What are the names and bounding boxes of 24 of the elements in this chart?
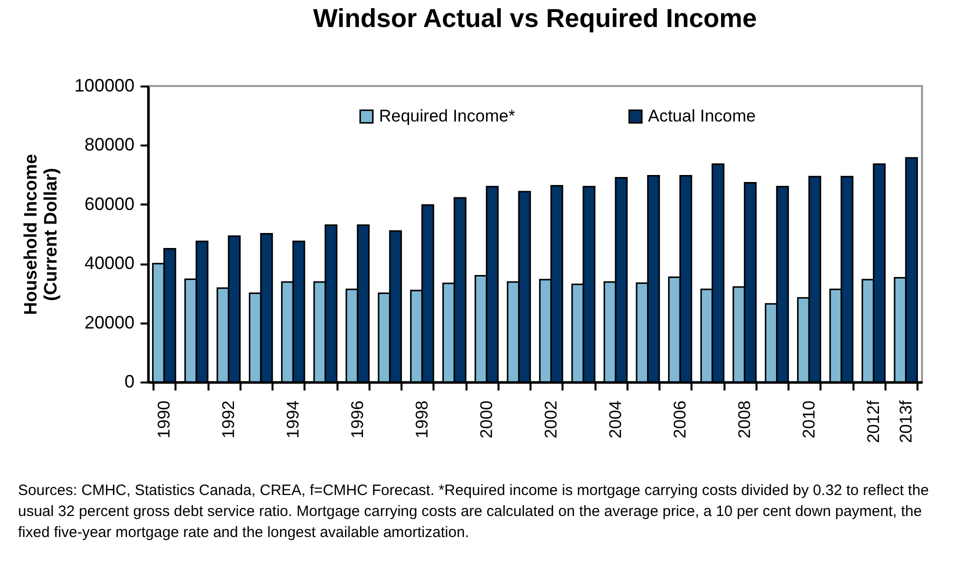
y-tick-label: 100000: [74, 76, 134, 96]
x-tick-label: 1990: [154, 400, 174, 438]
x-tick-label: 1996: [348, 400, 368, 438]
x-tick-label: 2010: [800, 400, 819, 438]
x-tick-label: 2002: [542, 400, 561, 438]
y-tick-label: 20000: [84, 312, 134, 332]
x-tick-label: 1994: [284, 400, 303, 438]
y-tick-label: 40000: [84, 253, 134, 274]
x-tick-label: 1998: [412, 400, 432, 438]
x-tick-label: 2013f: [896, 400, 916, 444]
x-tick-label: 2004: [606, 400, 626, 438]
chart-title: Windsor Actual vs Required Income: [313, 3, 757, 33]
y-axis-title: Household Income (Current Dollar): [20, 154, 60, 316]
y-tick-label: 0: [124, 372, 134, 392]
x-tick-label: 2008: [735, 400, 754, 438]
y-tick-label: 80000: [84, 134, 134, 155]
x-tick-label: 1992: [219, 400, 238, 438]
source-note: Sources: CMHC, Statistics Canada, CREA, f=CMHC Forecast. *Required income is mortgage carrying costs divided by 0.32 to reflect the usual 32 percent gross debt service ratio. Mortgage carrying costs are calculated on the average price, a 10 per cent down payment, the fixed five-year mortgage rate and the longest available amortization.: [18, 481, 930, 543]
x-tick-label: 2006: [670, 400, 690, 438]
x-tick-label: 2000: [477, 400, 496, 438]
y-tick-label: 60000: [84, 194, 134, 214]
legend-label: Actual Income: [648, 106, 756, 126]
legend-label: Required Income*: [379, 106, 516, 126]
x-tick-label: 2012f: [864, 400, 884, 444]
